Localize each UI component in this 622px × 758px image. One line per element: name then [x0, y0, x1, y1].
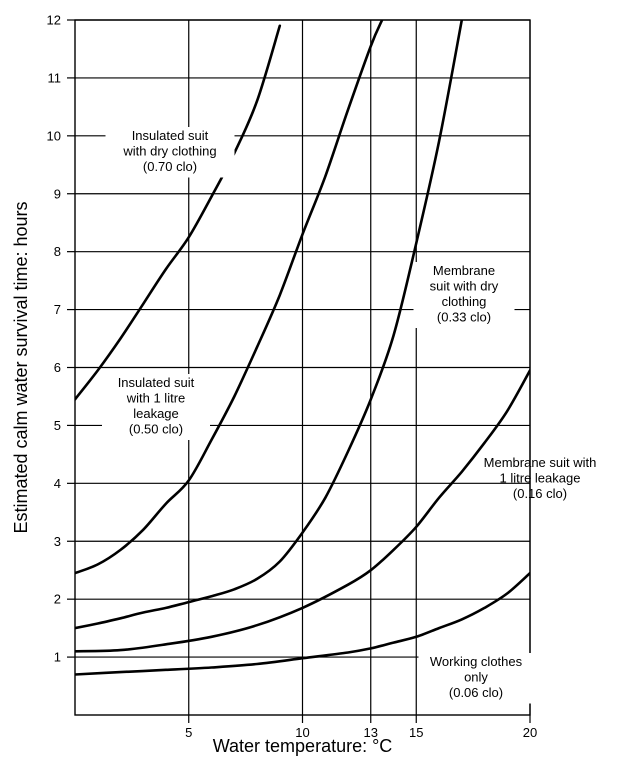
y-tick-label: 10: [47, 128, 61, 143]
grid-lines: [75, 19, 531, 715]
annotation-line: 1 litre leakage: [500, 471, 581, 486]
y-tick-label: 7: [54, 302, 61, 317]
curve-membrane-dry: [75, 20, 464, 630]
curve-working-clothes: [75, 571, 530, 676]
curve-insulated-dry: [75, 24, 282, 401]
annotation-line: leakage: [133, 406, 179, 421]
y-tick-label: 2: [54, 592, 61, 607]
annotation-line: Working clothes: [430, 654, 523, 669]
annotation-line: clothing: [442, 294, 487, 309]
y-tick-label: 9: [54, 186, 61, 201]
x-axis-title: Water temperature: °C: [213, 736, 393, 756]
x-tick-label: 20: [523, 725, 537, 740]
y-tick-label: 11: [48, 70, 62, 85]
x-tick-label: 15: [409, 725, 423, 740]
curve-insulated-leak: [75, 20, 384, 575]
y-tick-label: 6: [54, 360, 61, 375]
annotation-line: Membrane: [433, 263, 495, 278]
x-tick-label: 10: [295, 725, 309, 740]
annotation-line: Insulated suit: [132, 128, 209, 143]
x-tick-label: 13: [364, 725, 378, 740]
annotation-line: with 1 litre: [126, 391, 186, 406]
annotation-line: (0.70 clo): [143, 159, 197, 174]
annotation-line: (0.16 clo): [513, 486, 567, 501]
y-axis-title: Estimated calm water survival time: hour…: [11, 201, 31, 533]
y-tick-label: 4: [54, 476, 61, 491]
curve-membrane-leak: [75, 369, 530, 653]
annotation-line: Insulated suit: [118, 375, 195, 390]
annotation-line: (0.06 clo): [449, 685, 503, 700]
annotation-line: (0.33 clo): [437, 310, 491, 325]
x-axis-ticks: 5 10 13 15 20: [185, 715, 537, 740]
annotation-line: suit with dry: [430, 279, 499, 294]
annotation-background: [102, 374, 210, 440]
y-tick-label: 3: [54, 534, 61, 549]
annotation-line: Membrane suit with: [484, 455, 597, 470]
annotation-background: [105, 127, 235, 178]
y-tick-label: 8: [54, 244, 61, 259]
y-tick-label: 12: [47, 13, 61, 28]
annotation-line: with dry clothing: [122, 144, 216, 159]
x-tick-label: 5: [185, 725, 192, 740]
annotation-background: [413, 262, 515, 328]
y-tick-label: 5: [54, 418, 61, 433]
curves: [75, 20, 530, 676]
y-tick-label: 1: [54, 650, 61, 665]
annotation-line: only: [464, 670, 488, 685]
annotation-background: [418, 653, 534, 704]
annotation-line: (0.50 clo): [129, 422, 183, 437]
